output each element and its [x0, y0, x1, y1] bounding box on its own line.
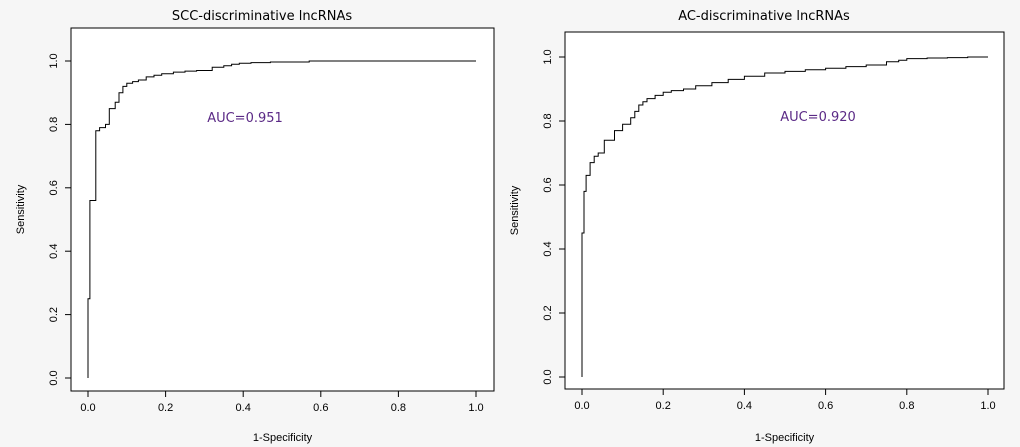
auc-annotation: AUC=0.920	[780, 110, 856, 125]
y-axis-label: Sensitivity	[509, 185, 521, 235]
y-tick-label: 0.2	[542, 305, 554, 320]
x-axis-label: 1-Specificity	[755, 432, 815, 444]
x-tick-label: 0.2	[656, 400, 671, 412]
chart-title: SCC-discriminative lncRNAs	[172, 9, 353, 24]
y-tick-label: 0.8	[48, 117, 60, 132]
auc-annotation: AUC=0.951	[207, 111, 283, 126]
x-tick-label: 0.8	[899, 400, 914, 412]
y-tick-label: 0.0	[48, 370, 60, 385]
x-tick-label: 0.6	[313, 402, 328, 414]
x-tick-label: 0.0	[80, 402, 95, 414]
x-tick-label: 0.0	[574, 400, 589, 412]
y-tick-label: 1.0	[542, 49, 554, 64]
y-tick-label: 1.0	[48, 53, 60, 68]
roc-curve-line	[581, 56, 988, 377]
y-tick-label: 0.4	[48, 244, 60, 259]
y-tick-label: 0.4	[542, 241, 554, 256]
plot-frame	[70, 27, 495, 392]
roc-panel-1: SCC-discriminative lncRNAs 0.0 0.2 0.4 0.6 0.…	[15, 9, 495, 444]
y-tick-label: 0.6	[542, 177, 554, 192]
x-axis-label: 1-Specificity	[253, 432, 313, 444]
x-tick-label: 1.0	[468, 402, 483, 414]
x-tick-label: 0.4	[737, 400, 752, 412]
roc-panel-2: AC-discriminative lncRNAs 0.0 0.2 0.4 0.6 0.8…	[509, 9, 1005, 444]
plot-frame	[564, 31, 1005, 390]
y-tick-label: 0.6	[48, 180, 60, 195]
roc-curve-line	[87, 60, 476, 378]
x-tick-label: 1.0	[980, 400, 995, 412]
y-axis-label: Sensitivity	[15, 184, 27, 234]
chart-title: AC-discriminative lncRNAs	[678, 9, 850, 24]
y-tick-label: 0.0	[542, 369, 554, 384]
y-tick-label: 0.2	[48, 307, 60, 322]
x-tick-label: 0.8	[391, 402, 406, 414]
x-tick-label: 0.6	[818, 400, 833, 412]
x-tick-label: 0.4	[236, 402, 251, 414]
y-tick-label: 0.8	[542, 113, 554, 128]
x-tick-label: 0.2	[158, 402, 173, 414]
